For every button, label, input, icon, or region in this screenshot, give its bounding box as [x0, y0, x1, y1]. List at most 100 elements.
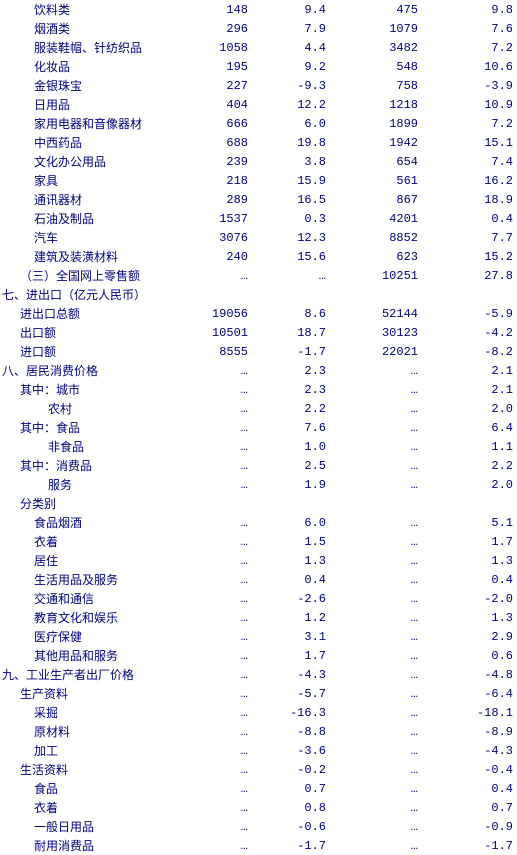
row-label: 其他用品和服务 — [0, 646, 170, 665]
cell-value-4: 1.1 — [422, 437, 517, 456]
table-row: 生产资料…-5.7…-6.4 — [0, 684, 517, 703]
cell-value-4: -1.7 — [422, 836, 517, 855]
cell-value-2: 0.7 — [252, 779, 330, 798]
cell-value-4: 1.3 — [422, 608, 517, 627]
cell-value-1: … — [170, 646, 252, 665]
table-row: 七、进出口（亿元人民币） — [0, 285, 517, 304]
cell-value-1: 195 — [170, 57, 252, 76]
cell-value-4: 10.9 — [422, 95, 517, 114]
cell-value-3: 867 — [330, 190, 422, 209]
cell-value-3: 561 — [330, 171, 422, 190]
row-label: 烟酒类 — [0, 19, 170, 38]
cell-value-3: 22021 — [330, 342, 422, 361]
cell-value-1: 148 — [170, 0, 252, 19]
cell-value-3: … — [330, 779, 422, 798]
cell-value-3: … — [330, 589, 422, 608]
row-label: 服装鞋帽、针纺织品 — [0, 38, 170, 57]
cell-value-3: 4201 — [330, 209, 422, 228]
cell-value-4: 7.2 — [422, 114, 517, 133]
table-row: 其中：城市…2.3…2.1 — [0, 380, 517, 399]
cell-value-4: 7.4 — [422, 152, 517, 171]
cell-value-3: 548 — [330, 57, 422, 76]
row-label: 生活资料 — [0, 760, 170, 779]
row-label: 其中：食品 — [0, 418, 170, 437]
table-row: 生活用品及服务…0.4…0.4 — [0, 570, 517, 589]
cell-value-1: 404 — [170, 95, 252, 114]
cell-value-1: … — [170, 475, 252, 494]
cell-value-4: -6.4 — [422, 684, 517, 703]
cell-value-3: … — [330, 532, 422, 551]
table-row: 耐用消费品…-1.7…-1.7 — [0, 836, 517, 855]
cell-value-1: … — [170, 684, 252, 703]
cell-value-2: 1.5 — [252, 532, 330, 551]
table-row: 交通和通信…-2.6…-2.0 — [0, 589, 517, 608]
cell-value-1: 8555 — [170, 342, 252, 361]
cell-value-1: … — [170, 798, 252, 817]
row-label: 其中：消费品 — [0, 456, 170, 475]
table-row: 原材料…-8.8…-8.9 — [0, 722, 517, 741]
table-row: 通讯器材28916.586718.9 — [0, 190, 517, 209]
cell-value-3: 1079 — [330, 19, 422, 38]
row-label: 生产资料 — [0, 684, 170, 703]
row-label: 九、工业生产者出厂价格 — [0, 665, 170, 684]
row-label: 中西药品 — [0, 133, 170, 152]
row-label: 日用品 — [0, 95, 170, 114]
cell-value-1: … — [170, 665, 252, 684]
table-row: 进口额8555-1.722021-8.2 — [0, 342, 517, 361]
cell-value-4: 7.2 — [422, 38, 517, 57]
table-row: 烟酒类2967.910797.6 — [0, 19, 517, 38]
cell-value-3: … — [330, 361, 422, 380]
cell-value-2: 2.3 — [252, 380, 330, 399]
cell-value-1: … — [170, 817, 252, 836]
cell-value-3: … — [330, 703, 422, 722]
cell-value-3: … — [330, 608, 422, 627]
cell-value-1: … — [170, 703, 252, 722]
cell-value-4: 2.1 — [422, 380, 517, 399]
cell-value-2: 1.3 — [252, 551, 330, 570]
cell-value-4: 27.8 — [422, 266, 517, 285]
table-row: 生活资料…-0.2…-0.4 — [0, 760, 517, 779]
cell-value-2: -16.3 — [252, 703, 330, 722]
cell-value-1: 227 — [170, 76, 252, 95]
cell-value-2: 0.4 — [252, 570, 330, 589]
table-row: 石油及制品15370.342010.4 — [0, 209, 517, 228]
table-row: 加工…-3.6…-4.3 — [0, 741, 517, 760]
cell-value-1: 19056 — [170, 304, 252, 323]
table-row: 进出口总额190568.652144-5.9 — [0, 304, 517, 323]
row-label: 衣着 — [0, 532, 170, 551]
cell-value-2: 2.5 — [252, 456, 330, 475]
cell-value-4 — [422, 494, 517, 513]
cell-value-4: -3.9 — [422, 76, 517, 95]
cell-value-4: 2.0 — [422, 399, 517, 418]
row-label: 一般日用品 — [0, 817, 170, 836]
row-label: 原材料 — [0, 722, 170, 741]
cell-value-1: 666 — [170, 114, 252, 133]
cell-value-3: … — [330, 456, 422, 475]
table-row: 饮料类1489.44759.8 — [0, 0, 517, 19]
cell-value-4: -4.3 — [422, 741, 517, 760]
table-row: 文化办公用品2393.86547.4 — [0, 152, 517, 171]
row-label: 食品 — [0, 779, 170, 798]
row-label: 进出口总额 — [0, 304, 170, 323]
cell-value-4: -0.9 — [422, 817, 517, 836]
table-body: 饮料类1489.44759.8烟酒类2967.910797.6服装鞋帽、针纺织品… — [0, 0, 517, 855]
cell-value-3: … — [330, 760, 422, 779]
cell-value-2: 1.7 — [252, 646, 330, 665]
cell-value-2: 7.9 — [252, 19, 330, 38]
row-label: 采掘 — [0, 703, 170, 722]
cell-value-4: -0.4 — [422, 760, 517, 779]
table-row: 衣着…0.8…0.7 — [0, 798, 517, 817]
cell-value-2: 15.9 — [252, 171, 330, 190]
cell-value-1: … — [170, 418, 252, 437]
row-label: 加工 — [0, 741, 170, 760]
cell-value-1: … — [170, 551, 252, 570]
cell-value-4: 2.1 — [422, 361, 517, 380]
cell-value-3: 1942 — [330, 133, 422, 152]
table-row: 中西药品68819.8194215.1 — [0, 133, 517, 152]
cell-value-4: 5.1 — [422, 513, 517, 532]
table-row: 食品…0.7…0.4 — [0, 779, 517, 798]
table-row: （三）全国网上零售额……1025127.8 — [0, 266, 517, 285]
row-label: 七、进出口（亿元人民币） — [0, 285, 170, 304]
table-row: 其他用品和服务…1.7…0.6 — [0, 646, 517, 665]
cell-value-3: … — [330, 513, 422, 532]
